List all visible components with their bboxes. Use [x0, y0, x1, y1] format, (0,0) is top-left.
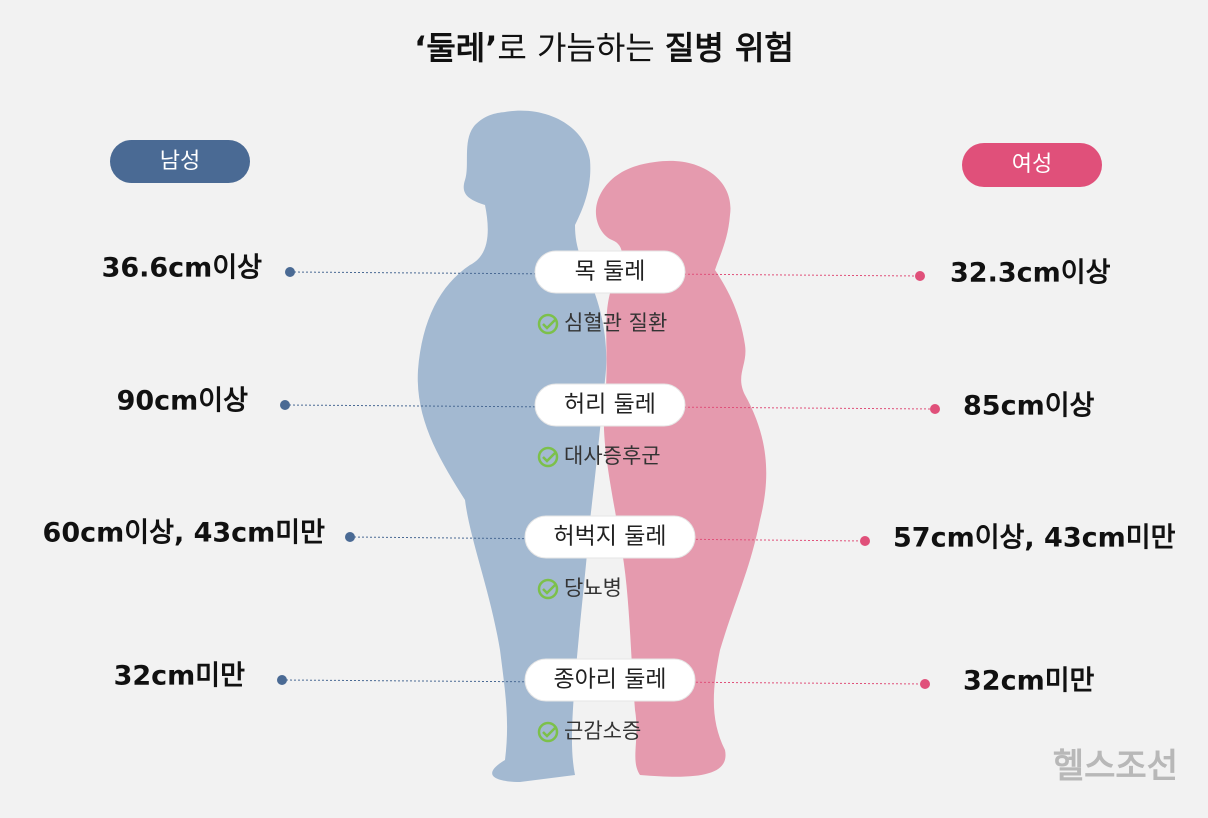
female-dot [930, 404, 940, 414]
part-pill [534, 250, 686, 294]
male-leader [289, 271, 561, 275]
female-label: 여성 [1012, 152, 1052, 177]
part-pill [534, 383, 686, 427]
male-value: 36.6cm이상 [102, 253, 263, 284]
male-value: 90cm이상 [117, 386, 249, 417]
female-leader [659, 681, 926, 685]
check-mark [542, 452, 556, 463]
check-mark [542, 584, 556, 595]
check-icon [537, 721, 559, 743]
female-dot [860, 536, 870, 546]
disease: 당뇨병 [564, 576, 622, 600]
part-label: 종아리 둘레 [553, 667, 666, 693]
part-pill [524, 515, 696, 559]
title-part: 질병 위험 [665, 29, 794, 67]
male-dot [277, 675, 287, 685]
female-dot [920, 679, 930, 689]
female-silhouette [595, 160, 767, 777]
disease: 대사증후군 [564, 444, 661, 468]
part-label: 목 둘레 [575, 259, 646, 285]
male-dot [280, 400, 290, 410]
female-value: 85cm이상 [963, 391, 1095, 422]
disease: 심혈관 질환 [564, 311, 667, 335]
male-pill [110, 140, 250, 183]
title: ‘둘레’로 가늠하는 질병 위험 [414, 29, 794, 67]
part-label: 허리 둘레 [564, 392, 656, 418]
part-label: 허벅지 둘레 [553, 524, 666, 550]
female-value: 32.3cm이상 [950, 258, 1111, 289]
watermark: 헬스조선 [1053, 747, 1178, 787]
male-leader [349, 536, 561, 540]
check-icon [537, 578, 559, 600]
part-pill [524, 658, 696, 702]
title-part: ‘둘레’ [414, 29, 497, 67]
female-value: 32cm미만 [963, 666, 1095, 697]
check-icon [537, 313, 559, 335]
female-value: 57cm이상, 43cm미만 [893, 523, 1176, 554]
check-mark [542, 319, 556, 330]
male-value: 60cm이상, 43cm미만 [43, 518, 326, 549]
male-dot [345, 532, 355, 542]
female-leader [659, 406, 936, 410]
male-value: 32cm미만 [114, 661, 246, 692]
male-dot [285, 267, 295, 277]
female-leader [659, 273, 921, 277]
check-icon [537, 446, 559, 468]
male-label: 남성 [160, 149, 200, 174]
female-dot [915, 271, 925, 281]
male-leader [284, 404, 561, 408]
disease: 근감소증 [564, 719, 641, 743]
female-pill [962, 143, 1102, 187]
title-part: 로 가늠하는 [497, 29, 665, 67]
check-mark [542, 727, 556, 738]
